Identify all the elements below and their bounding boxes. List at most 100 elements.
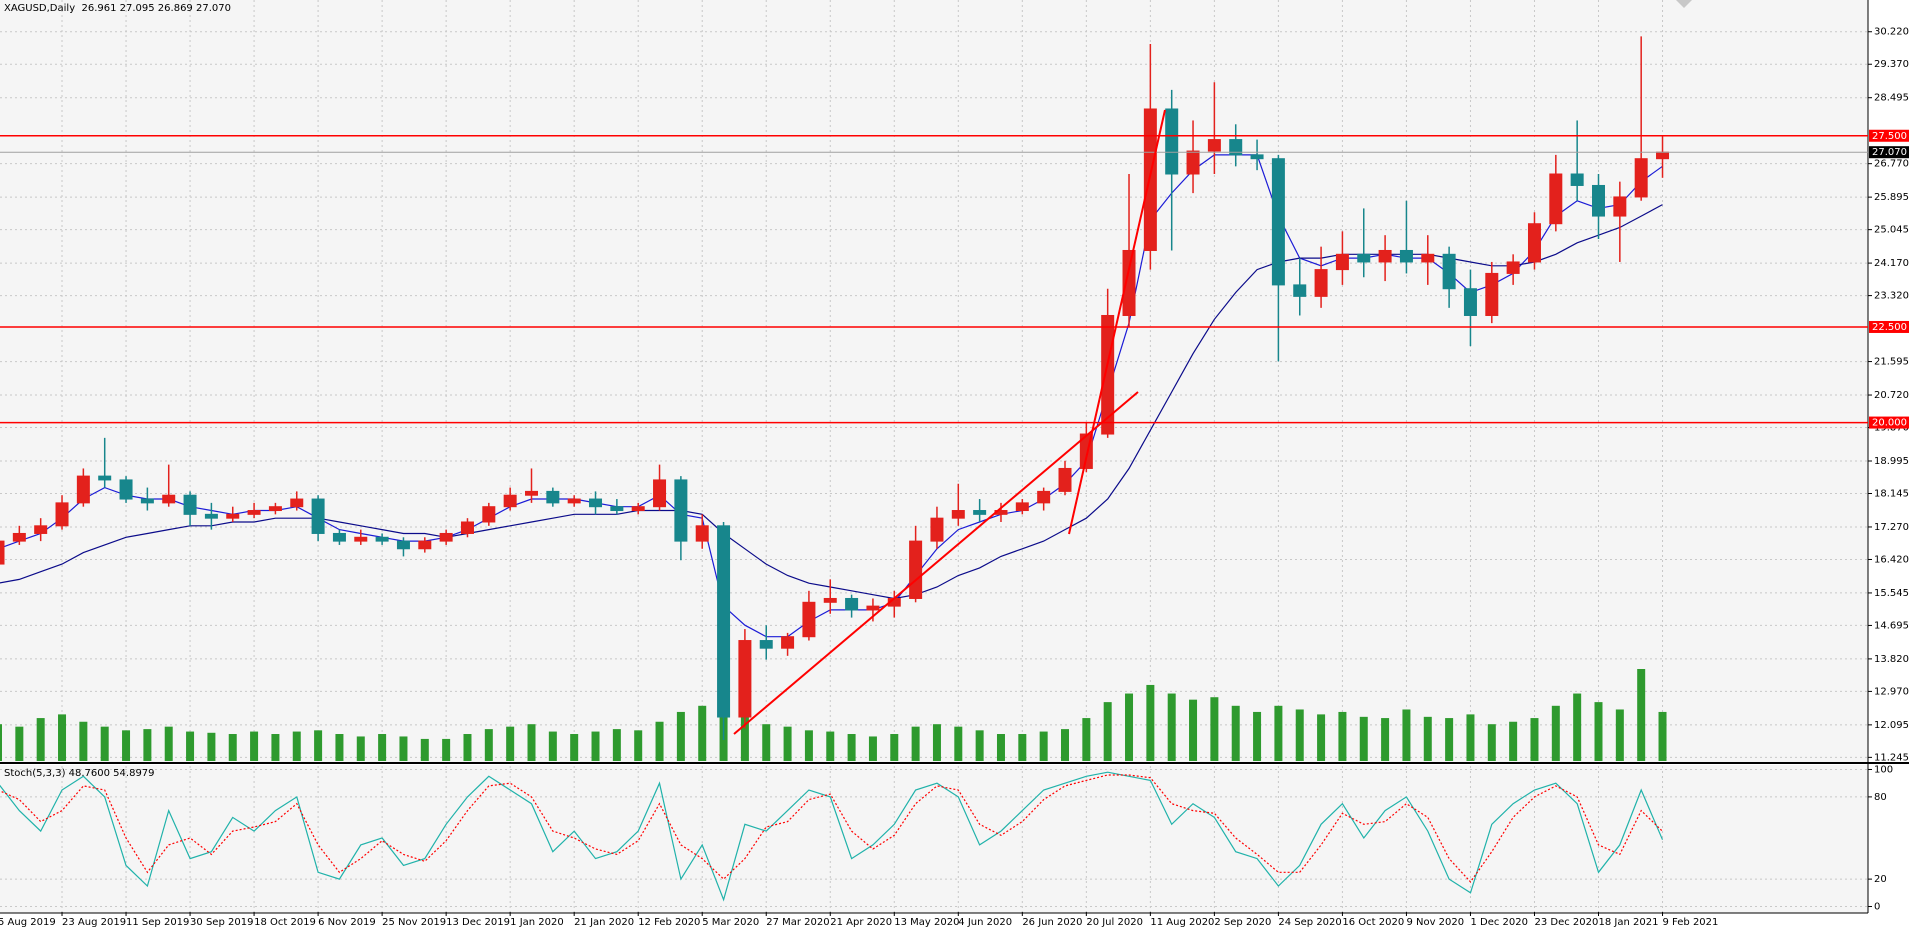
volume-bar (783, 726, 792, 761)
x-tick-label: 16 Oct 2020 (1342, 917, 1404, 928)
x-tick-label: 1 Dec 2020 (1470, 917, 1528, 928)
volume-bar (79, 721, 88, 761)
candle-body (354, 536, 368, 542)
y-tick-label: 29.370 (1874, 59, 1909, 70)
volume-bar (463, 734, 472, 761)
x-tick-label: 13 May 2020 (894, 917, 959, 928)
candle-body (1570, 173, 1584, 186)
candle-body (439, 532, 453, 542)
volume-bar (378, 734, 387, 761)
volume-bar (442, 738, 451, 761)
level-label-bg (1869, 416, 1909, 429)
x-tick-label: 9 Nov 2020 (1406, 917, 1464, 928)
candle-body (226, 513, 240, 519)
volume-bar (1018, 734, 1027, 761)
volume-bar (1573, 693, 1582, 761)
volume-bar (143, 729, 152, 761)
volume-bar (1551, 705, 1560, 761)
candle-body (1378, 249, 1392, 263)
level-label-bg (1869, 129, 1909, 142)
volume-bar (58, 714, 67, 761)
stoch-line (0, 771, 1664, 902)
candle-body (759, 640, 773, 649)
candle-body (375, 536, 389, 542)
volume-bar (1039, 731, 1048, 761)
y-tick-label: 20.720 (1874, 390, 1909, 401)
volume-bar (356, 736, 365, 761)
y-tick-label: 80 (1874, 792, 1887, 803)
x-tick-label: 11 Sep 2019 (126, 917, 189, 928)
volume-bar (1103, 702, 1112, 761)
candle-body (951, 510, 965, 519)
volume-bar (1530, 718, 1539, 761)
volume-bar (15, 726, 24, 761)
candle-body (1207, 139, 1221, 152)
volume-bar (1082, 718, 1091, 761)
y-tick-label: 25.895 (1874, 192, 1909, 203)
x-tick-label: 4 Jun 2020 (958, 917, 1012, 928)
volume-bar (271, 734, 280, 761)
candle-body (311, 498, 325, 534)
x-tick-label: 26 Jun 2020 (1022, 917, 1082, 928)
candle-body (162, 494, 176, 504)
x-tick-label: 6 Nov 2019 (318, 917, 376, 928)
candle-body (119, 479, 133, 500)
y-tick-label: 30.220 (1874, 27, 1909, 38)
candle-body (1357, 253, 1371, 263)
candle-body (802, 601, 816, 638)
candle-body (866, 605, 880, 611)
candle-body (268, 506, 282, 512)
volume-bar (868, 736, 877, 761)
volume-bar (1274, 705, 1283, 761)
volume-bar (1487, 724, 1496, 761)
candle-body (674, 479, 688, 542)
y-tick-label: 12.970 (1874, 686, 1909, 697)
candle-body (1442, 253, 1456, 290)
trendline (1068, 109, 1166, 535)
x-tick-label: 5 Mar 2020 (702, 917, 759, 928)
candle-body (1229, 139, 1243, 156)
candle-body (1421, 253, 1435, 263)
candle-body (1399, 249, 1413, 263)
candle-body (781, 636, 795, 649)
candle-body (1463, 288, 1477, 316)
x-tick-label: 24 Sep 2020 (1278, 917, 1341, 928)
y-tick-label: 25.045 (1874, 225, 1909, 236)
candle-body (1122, 249, 1136, 316)
volume-bar (1231, 705, 1240, 761)
y-tick-label: 14.695 (1874, 620, 1909, 631)
volume-bar (1295, 709, 1304, 761)
volume-bar (975, 730, 984, 761)
y-tick-label: 18.995 (1874, 456, 1909, 467)
candle-body (610, 506, 624, 512)
candle-body (503, 494, 517, 508)
volume-bar (164, 726, 173, 761)
x-tick-label: 27 Mar 2020 (766, 917, 829, 928)
volume-bar (506, 726, 515, 761)
volume-bar (399, 736, 408, 761)
candle-body (1271, 158, 1285, 286)
volume-bar (890, 734, 899, 761)
candle-body (1293, 284, 1307, 297)
x-tick-label: 18 Oct 2019 (254, 917, 316, 928)
candle-body (482, 506, 496, 523)
y-tick-label: 100 (1874, 764, 1893, 775)
candle-body (717, 525, 731, 718)
x-tick-label: 11 Aug 2020 (1150, 917, 1214, 928)
volume-bar (1253, 711, 1262, 761)
volume-bar (1509, 721, 1518, 761)
level-label: 22.500 (1872, 322, 1907, 333)
candle-body (1549, 173, 1563, 225)
volume-bar (1466, 714, 1475, 761)
y-tick-label: 0 (1874, 902, 1880, 913)
stoch-panel (0, 765, 1868, 913)
grid (0, 0, 1868, 912)
x-tick-label: 18 Jan 2021 (1599, 917, 1659, 928)
x-tick-label: 21 Jan 2020 (574, 917, 634, 928)
y-tick-label: 18.145 (1874, 489, 1909, 500)
candle-body (1037, 490, 1051, 504)
candle-body (525, 490, 538, 496)
volume-bar (698, 705, 707, 761)
candle-body (460, 521, 474, 534)
candle-body (76, 475, 90, 504)
